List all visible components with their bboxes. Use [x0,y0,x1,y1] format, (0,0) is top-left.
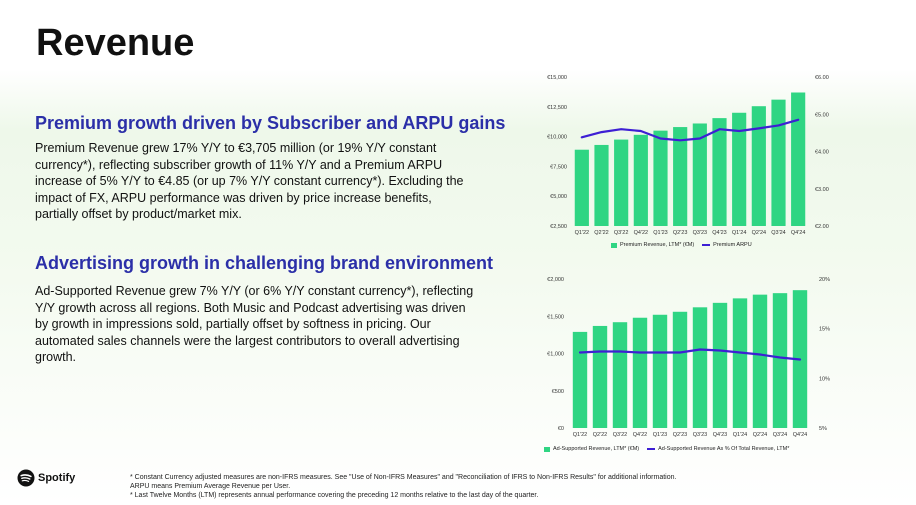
premium-category-label: Q4'22 [634,230,649,236]
premium-category-label: Q2'23 [673,230,688,236]
premium-right-tick-label: €6.00 [815,75,829,81]
ad-bar [652,314,668,428]
premium-bar [732,112,747,226]
premium-bar [712,118,727,226]
premium-category-label: Q1'24 [732,230,747,236]
premium-left-tick-label: €2,500 [550,224,567,230]
ad-category-label: Q1'22 [573,432,588,438]
ad-category-label: Q3'22 [613,432,628,438]
ad-left-tick-label: €2,000 [547,277,564,283]
footnote-constant-currency: * Constant Currency adjusted measures ar… [130,474,677,481]
premium-line-series [580,118,800,142]
ad-category-label: Q2'23 [673,432,688,438]
ad-right-tick-label: 20% [819,277,830,283]
premium-category-label: Q4'24 [791,230,806,236]
ad-bar [612,322,628,428]
brand-name: Spotify [38,472,76,484]
ad-bar [752,294,768,428]
premium-description: Premium Revenue grew 17% Y/Y to €3,705 m… [35,141,464,221]
ad-share-legend-label: Ad-Supported Revenue As % Of Total Reven… [658,446,790,452]
premium-bar [633,134,648,226]
ad-category-label: Q4'24 [793,432,808,438]
spotify-logo: Spotify [17,469,75,487]
premium-category-label: Q1'23 [653,230,668,236]
premium-revenue-legend-swatch [611,242,617,248]
ad-right-tick-label: 10% [819,376,830,382]
ad-bar [772,293,788,428]
ad-right-tick-label: 15% [819,327,830,333]
ad-left-tick-label: €500 [552,389,564,395]
premium-bar [594,144,609,226]
ad-bar [672,311,688,428]
ad-bar [572,331,588,428]
ad-bar [632,317,648,428]
ad-right-tick-label: 5% [819,426,827,432]
premium-category-label: Q3'22 [614,230,629,236]
ad-category-label: Q2'22 [593,432,608,438]
footnotes: * Constant Currency adjusted measures ar… [130,473,676,500]
ad-chart-legend: Ad-Supported Revenue, LTM* (€M) Ad-Suppo… [544,446,789,452]
ad-bar [712,302,728,428]
ad-category-label: Q1'23 [653,432,668,438]
ad-category-label: Q2'24 [753,432,768,438]
premium-category-label: Q3'24 [771,230,786,236]
premium-right-tick-label: €3.00 [815,187,829,193]
premium-left-tick-label: €12,500 [547,105,567,111]
footnote-arpu: ARPU means Premium Average Revenue per U… [130,483,291,490]
advertising-heading: Advertising growth in challenging brand … [35,253,494,273]
ad-revenue-legend-label: Ad-Supported Revenue, LTM* (€M) [553,446,640,452]
ad-category-label: Q1'24 [733,432,748,438]
ad-category-label: Q3'24 [773,432,788,438]
premium-category-label: Q4'23 [712,230,727,236]
ad-share-legend-swatch [647,448,656,450]
footnote-ltm: * Last Twelve Months (LTM) represents an… [130,492,539,499]
premium-bar [751,106,766,226]
premium-left-tick-label: €7,500 [550,164,567,170]
premium-bar [791,92,806,226]
premium-left-tick-label: €15,000 [547,75,567,81]
ad-category-label: Q4'23 [713,432,728,438]
premium-chart-legend: Premium Revenue, LTM* (€M) Premium ARPU [611,242,752,248]
premium-left-tick-label: €5,000 [550,194,567,200]
advertising-description: Ad-Supported Revenue grew 7% Y/Y (or 6% … [35,284,474,364]
premium-right-tick-label: €4.00 [815,150,829,156]
ad-line-series [578,348,802,361]
premium-right-tick-label: €2.00 [815,224,829,230]
spotify-icon [17,469,35,487]
premium-category-label: Q1'22 [575,230,590,236]
ad-category-label: Q3'23 [693,432,708,438]
premium-arpu-legend-swatch [702,244,711,246]
premium-heading: Premium growth driven by Subscriber and … [35,113,506,133]
ad-bar [732,298,748,428]
premium-bar [771,99,786,226]
page-title: Revenue [36,22,195,64]
premium-right-tick-label: €5.00 [815,112,829,118]
premium-arpu-legend-label: Premium ARPU [713,242,752,248]
ad-category-label: Q4'22 [633,432,648,438]
premium-revenue-legend-label: Premium Revenue, LTM* (€M) [620,242,695,248]
ad-bar [592,325,608,428]
ad-left-tick-label: €0 [558,426,564,432]
ad-left-tick-label: €1,500 [547,314,564,320]
ad-revenue-legend-swatch [544,446,550,452]
ad-left-tick-label: €1,000 [547,352,564,358]
premium-bar [653,130,668,226]
premium-category-label: Q3'23 [693,230,708,236]
ad-bar [692,307,708,428]
premium-bar [692,123,707,226]
premium-bar [614,139,629,226]
premium-left-tick-label: €10,000 [547,135,567,141]
premium-bar [673,127,688,226]
premium-category-label: Q2'22 [594,230,609,236]
premium-bar [574,149,589,226]
premium-category-label: Q2'24 [752,230,767,236]
